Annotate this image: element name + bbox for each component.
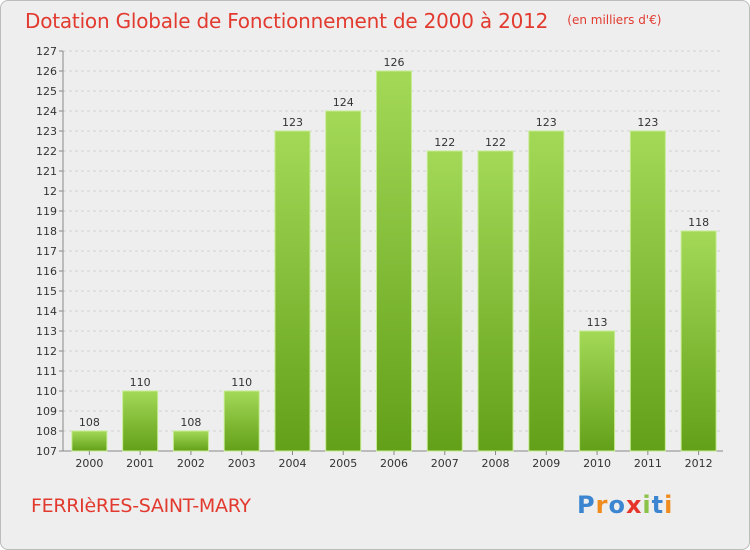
- y-tick-label: 108: [36, 425, 57, 438]
- y-tick-label: 117: [36, 245, 57, 258]
- y-tick-label: 107: [36, 445, 57, 458]
- x-tick-label: 2001: [126, 457, 154, 470]
- bar-2007[interactable]: [426, 150, 463, 452]
- logo-letter: P: [577, 491, 596, 519]
- bar-value-label: 110: [231, 376, 252, 389]
- x-tick-label: 2000: [75, 457, 103, 470]
- logo-letter: i: [642, 491, 652, 519]
- x-tick-label: 2010: [583, 457, 611, 470]
- bar-value-label: 113: [587, 316, 608, 329]
- x-tick-label: 2012: [685, 457, 713, 470]
- x-tick-label: 2002: [177, 457, 205, 470]
- x-tick-label: 2005: [329, 457, 357, 470]
- bar-value-label: 122: [485, 136, 506, 149]
- bar-value-label: 108: [180, 416, 201, 429]
- y-tick-label: 124: [36, 105, 57, 118]
- y-tick-label: 109: [36, 405, 57, 418]
- x-tick-label: 2011: [634, 457, 662, 470]
- bar-2001[interactable]: [122, 390, 159, 452]
- y-tick-label: 114: [36, 305, 57, 318]
- logo-letter: r: [595, 491, 609, 519]
- bar-value-label: 123: [536, 116, 557, 129]
- x-tick-label: 2006: [380, 457, 408, 470]
- logo-letter: i: [664, 491, 674, 519]
- bar-value-label: 124: [333, 96, 354, 109]
- x-tick-labels: 2000 2001 2002 2003 2004 2005 2006 2007 2008 2009…: [75, 451, 713, 470]
- bars: 108 110 108 110 123 124 126 122 122 123 113 123 118: [71, 56, 717, 452]
- logo-letter: o: [608, 491, 626, 519]
- y-tick-label: 121: [36, 165, 57, 178]
- bar-2004[interactable]: [274, 130, 311, 452]
- bar-2012[interactable]: [680, 230, 717, 452]
- y-tick-label: 123: [36, 125, 57, 138]
- y-tick-label: 111: [36, 365, 57, 378]
- chart-title-row: Dotation Globale de Fonctionnement de 20…: [25, 9, 661, 33]
- x-tick-label: 2007: [431, 457, 459, 470]
- bar-value-label: 118: [688, 216, 709, 229]
- y-tick-label: 113: [36, 325, 57, 338]
- y-tick-label: 110: [36, 385, 57, 398]
- bar-2002[interactable]: [172, 430, 209, 452]
- bar-value-label: 123: [282, 116, 303, 129]
- bar-value-label: 122: [434, 136, 455, 149]
- bar-value-label: 110: [130, 376, 151, 389]
- bar-2006[interactable]: [376, 70, 412, 452]
- bar-value-label: 126: [384, 56, 405, 69]
- y-tick-label: 118: [36, 225, 57, 238]
- bar-2010[interactable]: [579, 330, 616, 452]
- y-tick-label: 119: [36, 205, 57, 218]
- chart-title: Dotation Globale de Fonctionnement de 20…: [25, 9, 549, 33]
- x-tick-label: 2003: [228, 457, 256, 470]
- y-tick-label: 125: [36, 85, 57, 98]
- y-tick-label: 127: [36, 45, 57, 58]
- y-tick-label: 116: [36, 265, 57, 278]
- bar-2005[interactable]: [325, 110, 362, 452]
- bar-2008[interactable]: [477, 150, 514, 452]
- y-tick-label: 115: [36, 285, 57, 298]
- y-tick-label: 112: [36, 345, 57, 358]
- bar-value-label: 123: [637, 116, 658, 129]
- y-tick-label: 12: [43, 185, 57, 198]
- logo-letter: x: [625, 491, 643, 519]
- proxiti-logo[interactable]: Proxiti: [577, 491, 673, 519]
- bar-2003[interactable]: [223, 390, 260, 452]
- bar-2000[interactable]: [71, 430, 108, 452]
- chart-units: (en milliers d'€): [567, 13, 662, 27]
- y-tick-labels: 107 108 109 110 111 112 113 114 115 116 117 118 119 1…: [36, 45, 57, 458]
- bar-2009[interactable]: [528, 130, 565, 452]
- y-tick-label: 122: [36, 145, 57, 158]
- y-tick-label: 126: [36, 65, 57, 78]
- x-tick-label: 2004: [278, 457, 306, 470]
- logo-letter: t: [651, 491, 665, 519]
- bar-2011[interactable]: [629, 130, 666, 452]
- bar-value-label: 108: [79, 416, 100, 429]
- x-tick-label: 2008: [482, 457, 510, 470]
- x-tick-label: 2009: [532, 457, 560, 470]
- commune-name: FERRIèRES-SAINT-MARY: [31, 495, 251, 517]
